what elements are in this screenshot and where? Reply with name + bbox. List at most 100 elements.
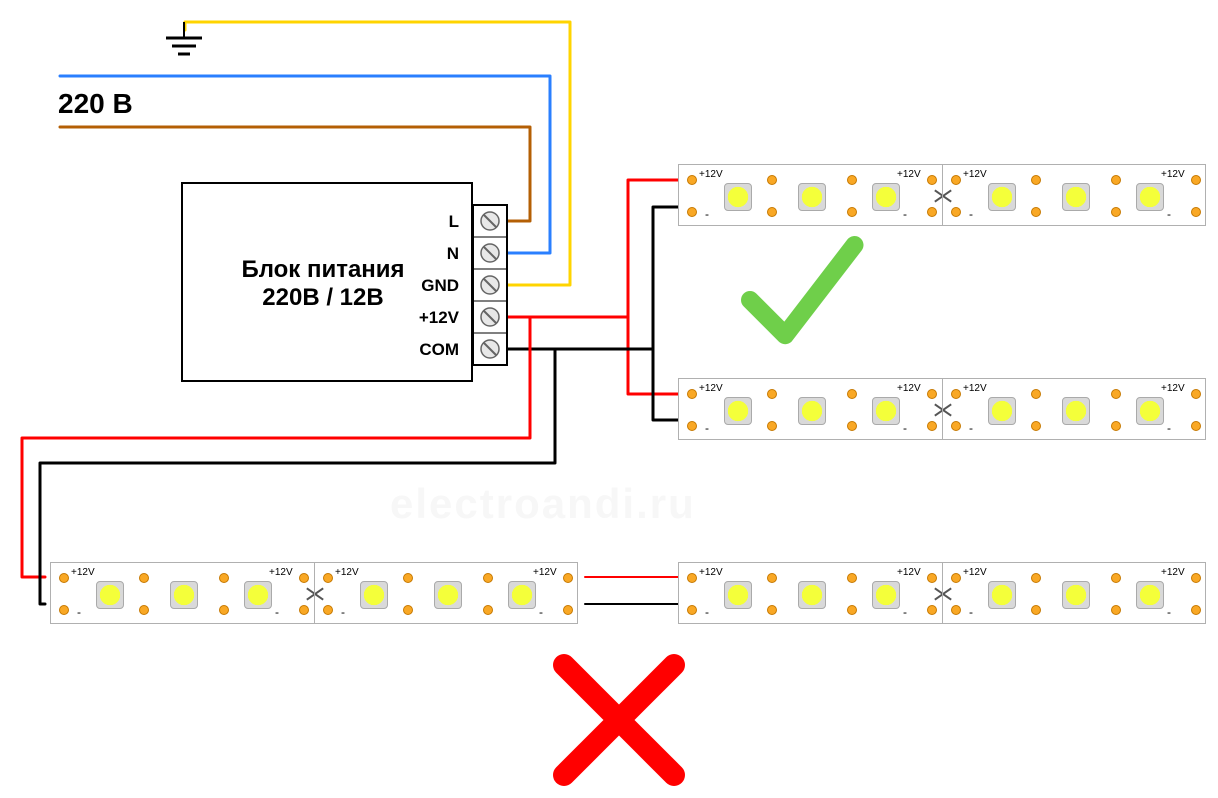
led-chip	[1136, 183, 1164, 211]
strip-minus-label: -	[705, 421, 709, 435]
solder-pad	[951, 207, 961, 217]
strip-minus-label: -	[275, 605, 279, 619]
solder-pad	[951, 175, 961, 185]
solder-pad	[219, 605, 229, 615]
led-chip	[170, 581, 198, 609]
solder-pad	[563, 605, 573, 615]
led-chip	[1136, 397, 1164, 425]
strip-minus-label: -	[903, 421, 907, 435]
strip-volt-label: +12V	[963, 567, 987, 578]
solder-pad	[767, 175, 777, 185]
led-strip: +12V-+12V-+12V-+12V-	[50, 562, 578, 624]
power-supply-title: Блок питания 220В / 12В	[241, 256, 404, 311]
cut-mark-icon	[933, 186, 953, 206]
solder-pad	[951, 605, 961, 615]
strip-minus-label: -	[539, 605, 543, 619]
solder-pad	[1031, 389, 1041, 399]
led-chip	[724, 183, 752, 211]
led-chip	[434, 581, 462, 609]
solder-pad	[59, 605, 69, 615]
solder-pad	[1031, 573, 1041, 583]
strip-minus-label: -	[705, 207, 709, 221]
strip-volt-label: +12V	[1161, 169, 1185, 180]
led-chip	[988, 183, 1016, 211]
solder-pad	[1191, 421, 1201, 431]
solder-pad	[563, 573, 573, 583]
solder-pad	[1111, 389, 1121, 399]
strip-volt-label: +12V	[533, 567, 557, 578]
led-strip: +12V-+12V-+12V-+12V-	[678, 378, 1206, 440]
solder-pad	[847, 207, 857, 217]
cut-mark-icon	[933, 400, 953, 420]
led-chip	[724, 581, 752, 609]
solder-pad	[299, 605, 309, 615]
solder-pad	[847, 421, 857, 431]
strip-volt-label: +12V	[699, 383, 723, 394]
strip-volt-label: +12V	[963, 169, 987, 180]
solder-pad	[767, 573, 777, 583]
solder-pad	[927, 175, 937, 185]
strip-volt-label: +12V	[897, 169, 921, 180]
led-strip: +12V-+12V-+12V-+12V-	[678, 562, 1206, 624]
terminal-label-l: L	[449, 212, 459, 231]
led-chip	[508, 581, 536, 609]
led-chip	[360, 581, 388, 609]
watermark-text: electroandi.ru	[390, 480, 696, 527]
solder-pad	[951, 389, 961, 399]
solder-pad	[767, 605, 777, 615]
solder-pad	[483, 573, 493, 583]
solder-pad	[687, 175, 697, 185]
strip-minus-label: -	[1167, 207, 1171, 221]
solder-pad	[927, 207, 937, 217]
strip-volt-label: +12V	[335, 567, 359, 578]
led-strip: +12V-+12V-+12V-+12V-	[678, 164, 1206, 226]
strip-volt-label: +12V	[1161, 567, 1185, 578]
solder-pad	[767, 421, 777, 431]
led-chip	[724, 397, 752, 425]
strip-volt-label: +12V	[699, 567, 723, 578]
solder-pad	[1191, 573, 1201, 583]
strip-minus-label: -	[1167, 421, 1171, 435]
strip-volt-label: +12V	[963, 383, 987, 394]
solder-pad	[1111, 421, 1121, 431]
solder-pad	[927, 605, 937, 615]
solder-pad	[951, 421, 961, 431]
strip-minus-label: -	[77, 605, 81, 619]
solder-pad	[927, 573, 937, 583]
solder-pad	[1191, 605, 1201, 615]
strip-volt-label: +12V	[71, 567, 95, 578]
solder-pad	[139, 573, 149, 583]
solder-pad	[1031, 175, 1041, 185]
solder-pad	[483, 605, 493, 615]
solder-pad	[927, 421, 937, 431]
strip-minus-label: -	[1167, 605, 1171, 619]
solder-pad	[847, 605, 857, 615]
led-chip	[872, 183, 900, 211]
strip-volt-label: +12V	[897, 383, 921, 394]
solder-pad	[767, 207, 777, 217]
led-chip	[798, 397, 826, 425]
led-chip	[1062, 581, 1090, 609]
strip-volt-label: +12V	[897, 567, 921, 578]
led-chip	[798, 183, 826, 211]
strip-minus-label: -	[705, 605, 709, 619]
solder-pad	[847, 573, 857, 583]
led-chip	[1062, 397, 1090, 425]
cut-mark-icon	[305, 584, 325, 604]
strip-volt-label: +12V	[699, 169, 723, 180]
solder-pad	[139, 605, 149, 615]
solder-pad	[687, 605, 697, 615]
solder-pad	[1111, 207, 1121, 217]
led-chip	[988, 581, 1016, 609]
solder-pad	[219, 573, 229, 583]
cut-mark-icon	[933, 584, 953, 604]
led-chip	[798, 581, 826, 609]
terminal-label-com: COM	[419, 340, 459, 359]
solder-pad	[687, 389, 697, 399]
strip-minus-label: -	[969, 207, 973, 221]
solder-pad	[403, 573, 413, 583]
strip-minus-label: -	[341, 605, 345, 619]
solder-pad	[1191, 175, 1201, 185]
strip-volt-label: +12V	[1161, 383, 1185, 394]
solder-pad	[927, 389, 937, 399]
